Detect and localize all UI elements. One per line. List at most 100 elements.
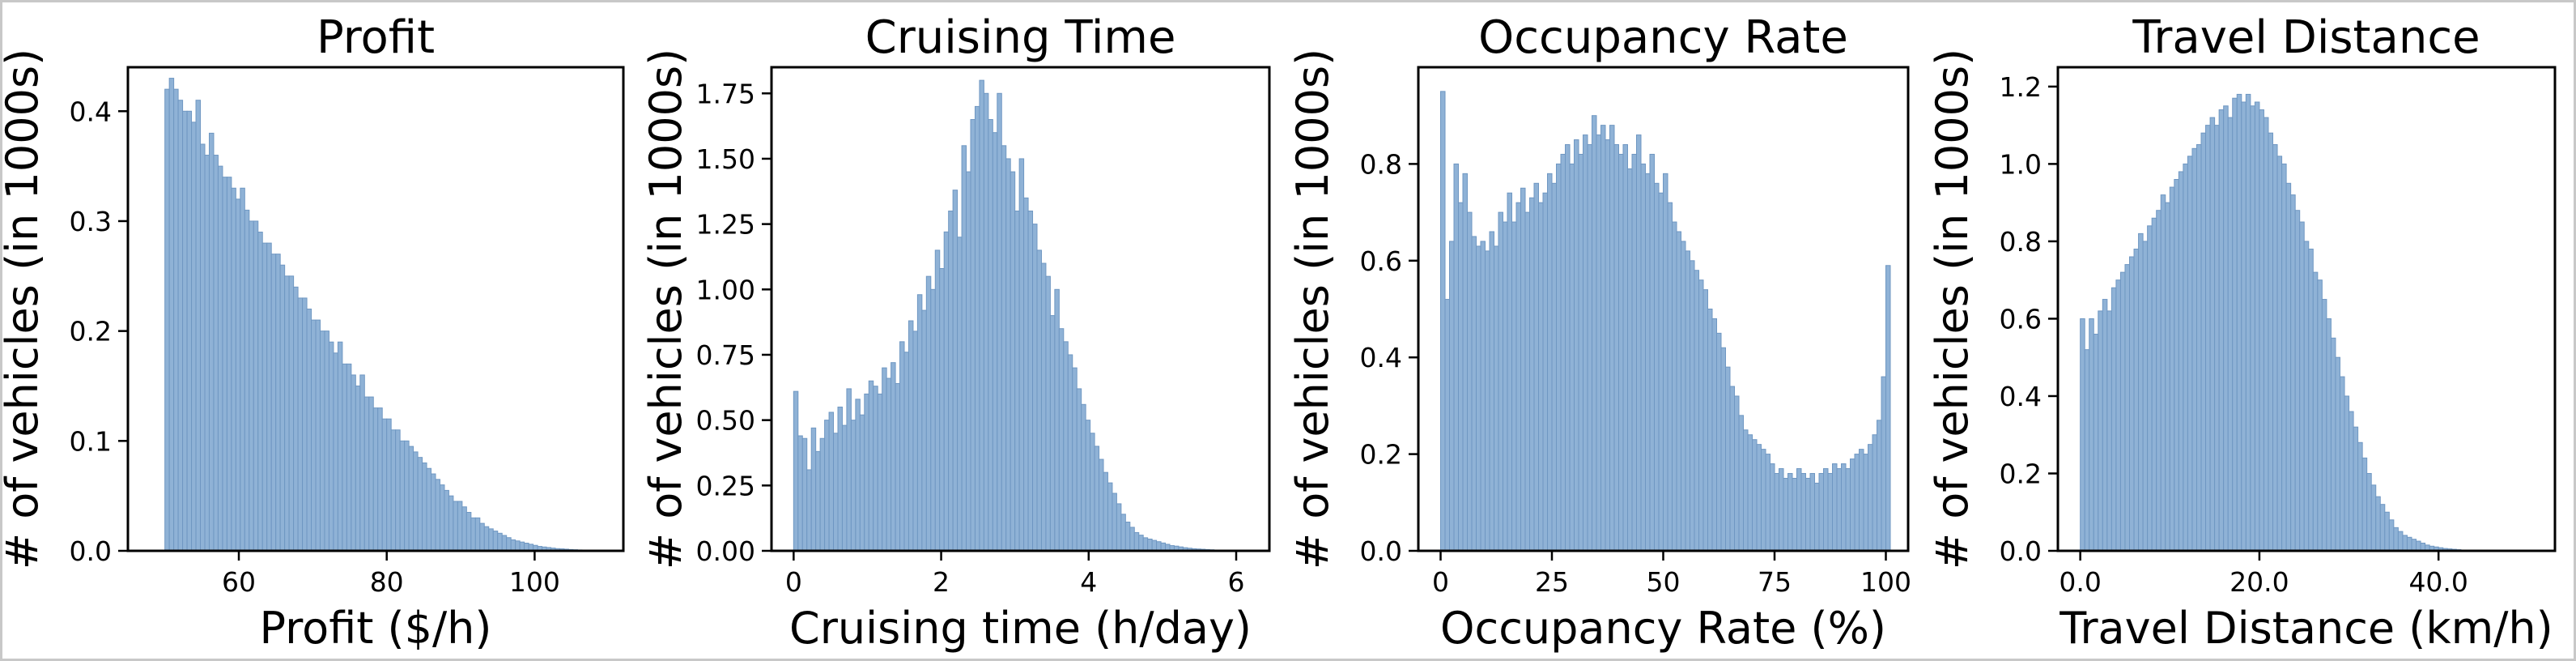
histogram-bar — [1756, 444, 1762, 552]
y-axis-label: # of vehicles (in 1000s) — [1927, 49, 1978, 569]
histogram-bar — [2254, 101, 2260, 552]
histogram-bar — [488, 528, 494, 552]
histogram-bar — [2353, 426, 2359, 552]
histogram-bar — [1663, 173, 1668, 552]
histogram-bar — [2384, 511, 2390, 552]
histogram-bar — [1779, 468, 1784, 552]
histogram-bar — [1151, 539, 1158, 552]
histogram-bar — [1877, 420, 1882, 552]
histogram-bar — [168, 78, 175, 552]
x-tick-label: 0.0 — [2059, 566, 2101, 598]
histogram-bar — [1444, 299, 1450, 552]
x-tick-label: 60 — [222, 566, 256, 598]
bars — [793, 79, 1237, 552]
histogram-bar — [1694, 270, 1699, 552]
histogram-bar — [970, 119, 976, 552]
histogram-bar — [2339, 376, 2345, 552]
histogram-bar — [882, 367, 887, 552]
y-tick-label: 0.2 — [1360, 439, 1402, 471]
histogram-bar — [952, 190, 959, 552]
histogram-bar — [355, 385, 361, 552]
histogram-bar — [1138, 535, 1144, 552]
y-tick-label: 0.0 — [70, 535, 112, 567]
histogram-bar — [368, 396, 374, 552]
histogram-bar — [408, 446, 414, 552]
histogram-bar — [1542, 192, 1548, 552]
y-tick-label: 0.0 — [2000, 535, 2042, 567]
histogram-bar — [1023, 197, 1029, 552]
histogram-bar — [2379, 504, 2386, 552]
histogram-bar — [2178, 171, 2184, 552]
histogram-bar — [1658, 192, 1664, 552]
histogram-bar — [1859, 449, 1864, 552]
histogram-bar — [806, 469, 812, 552]
histogram-bar — [974, 105, 980, 552]
histogram-bar — [1640, 163, 1646, 552]
histogram-bar — [244, 209, 250, 552]
histogram-bar — [439, 484, 445, 552]
y-tick-label: 0.8 — [1360, 148, 1402, 180]
y-tick-label: 0.75 — [696, 339, 755, 371]
histogram-bar — [302, 297, 308, 552]
histogram-bar — [519, 541, 525, 552]
histogram-bar — [1560, 153, 1566, 552]
histogram-bar — [1515, 202, 1521, 552]
histogram-bar — [2397, 531, 2404, 552]
chart-cruising-time: Cruising Time Cruising time (h/day) # of… — [640, 11, 1271, 654]
chart-title: Profit — [317, 11, 435, 64]
histogram-bar — [1520, 187, 1526, 552]
histogram-bar — [208, 132, 215, 552]
histogram-bar — [895, 382, 901, 552]
histogram-bar — [1458, 202, 1464, 552]
histogram-bar — [2312, 271, 2319, 552]
histogram-bar — [501, 535, 508, 552]
histogram-bar — [1818, 472, 1824, 552]
histogram-bar — [810, 427, 817, 552]
histogram-bar — [381, 418, 388, 552]
x-tick-label: 75 — [1758, 566, 1792, 598]
histogram-bar — [417, 457, 423, 552]
histogram-bar — [497, 532, 503, 552]
histogram-bar — [2361, 457, 2368, 552]
y-tick-label: 0.4 — [70, 96, 112, 127]
histogram-bar — [1850, 458, 1855, 552]
histogram-bar — [2272, 144, 2278, 552]
histogram-bar — [359, 374, 365, 552]
histogram-bar — [461, 506, 467, 552]
histogram-bar — [1627, 168, 1633, 552]
y-tick-label: 0.6 — [2000, 303, 2042, 335]
histogram-bar — [1738, 415, 1744, 552]
histogram-bar — [1868, 444, 1873, 552]
histogram-bar — [1551, 182, 1557, 552]
histogram-bar — [297, 297, 304, 552]
bars — [164, 78, 610, 552]
bars — [1440, 91, 1891, 552]
y-tick-label: 0.1 — [70, 425, 112, 457]
histogram-bar — [1467, 211, 1473, 552]
histogram-bar — [2133, 248, 2140, 552]
histogram-bar — [1752, 439, 1758, 552]
histogram-bar — [2129, 256, 2135, 552]
histogram-bar — [873, 386, 878, 552]
histogram-bar — [1765, 454, 1770, 552]
y-tick-label: 1.50 — [696, 143, 755, 175]
histogram-bar — [1449, 241, 1455, 552]
histogram-bar — [1747, 434, 1753, 552]
histogram-bar — [1649, 153, 1655, 552]
histogram-bar — [390, 429, 397, 552]
histogram-bar — [1800, 472, 1806, 552]
histogram-bar — [1511, 221, 1517, 552]
y-tick-label: 0.00 — [696, 535, 755, 567]
histogram-bar — [1112, 493, 1117, 552]
histogram-bar — [1018, 158, 1025, 552]
histogram-bar — [1609, 125, 1615, 552]
histogram-bar — [2321, 299, 2327, 552]
histogram-bar — [435, 479, 440, 552]
histogram-bar — [1711, 318, 1717, 552]
y-tick-label: 0.0 — [1360, 535, 1402, 567]
histogram-bar — [925, 275, 932, 552]
histogram-bar — [1690, 260, 1695, 552]
histogram-bar — [2111, 287, 2117, 552]
histogram-bar — [1476, 245, 1481, 552]
histogram-bar — [413, 451, 419, 552]
